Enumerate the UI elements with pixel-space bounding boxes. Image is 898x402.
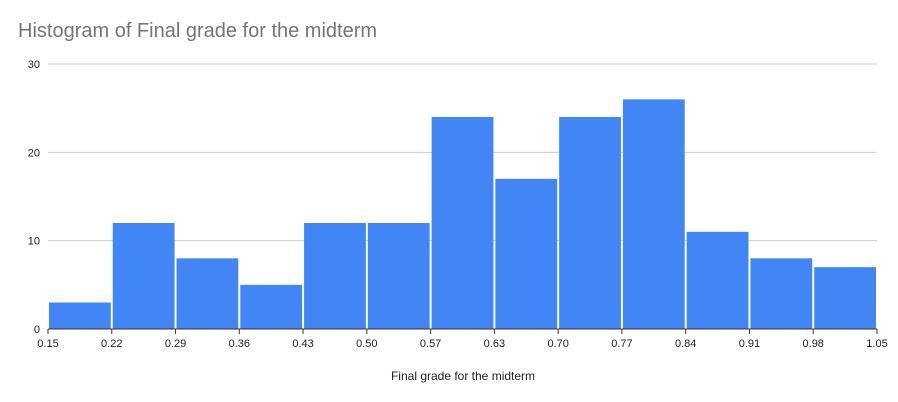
- x-tick-label: 0.50: [356, 338, 377, 350]
- x-tick-label: 0.98: [803, 338, 824, 350]
- x-tick-label: 0.22: [101, 338, 122, 350]
- histogram-bar: [176, 258, 239, 329]
- x-tick-label: 0.77: [611, 338, 632, 350]
- histogram-bar: [367, 223, 430, 329]
- y-tick-label: 0: [34, 324, 40, 336]
- histogram-bar: [686, 231, 749, 329]
- x-tick-label: 0.15: [37, 338, 58, 350]
- histogram-bar: [49, 302, 111, 329]
- y-tick-label: 30: [28, 59, 40, 71]
- bars: [49, 99, 876, 329]
- x-tick-label: 0.91: [739, 338, 760, 350]
- histogram-bar: [240, 284, 303, 329]
- x-tick-label: 0.36: [229, 338, 250, 350]
- histogram-bar: [112, 223, 175, 329]
- y-tick-label: 20: [28, 147, 40, 159]
- x-tick-label: 0.43: [292, 338, 313, 350]
- histogram-bar: [495, 178, 558, 329]
- histogram-bar: [304, 223, 366, 329]
- x-axis-title: Final grade for the midterm: [391, 369, 535, 383]
- x-tick-label: 0.84: [675, 338, 696, 350]
- axes: 0 10 20 30 0.15 0.22 0.29 0.36 0.43 0.50 0.57 0.63 0…: [28, 59, 888, 350]
- chart-title: Histogram of Final grade for the midterm: [18, 20, 378, 42]
- histogram-bar: [622, 99, 685, 329]
- x-tick-label: 0.70: [547, 338, 568, 350]
- histogram-bar: [814, 267, 876, 329]
- x-tick-label: 0.63: [484, 338, 505, 350]
- histogram-bar: [559, 117, 621, 329]
- histogram-bar: [431, 117, 494, 329]
- x-tick-label: 0.29: [165, 338, 186, 350]
- x-tick-label: 1.05: [866, 338, 887, 350]
- y-tick-label: 10: [28, 236, 40, 248]
- histogram-bar: [750, 258, 813, 329]
- x-tick-label: 0.57: [420, 338, 441, 350]
